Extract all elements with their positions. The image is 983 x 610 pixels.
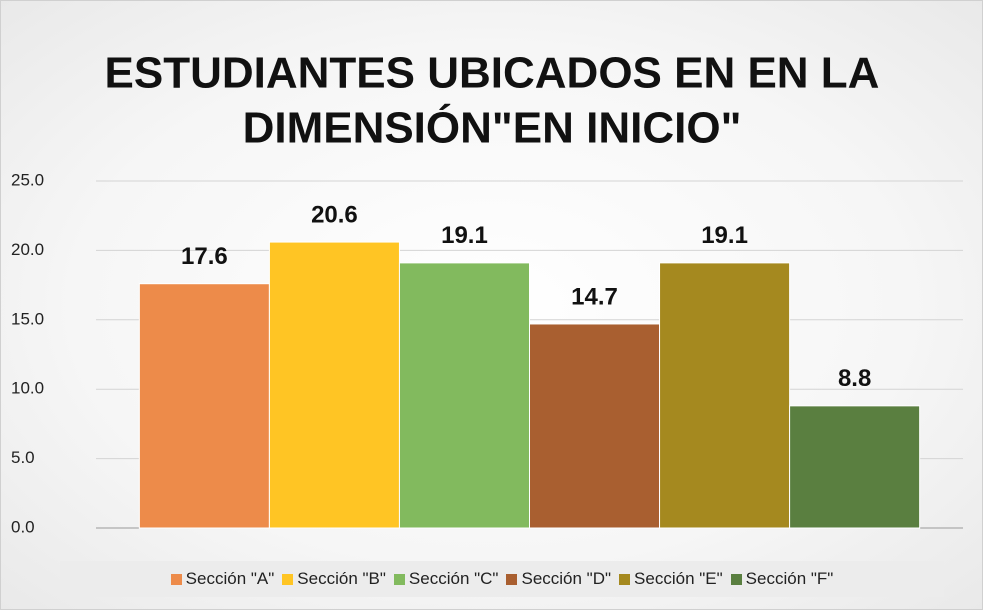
legend-swatch [619, 573, 631, 585]
legend-item: Sección "C" [393, 569, 499, 589]
y-tick-label: 10.0 [11, 379, 44, 398]
legend-label: Sección "F" [745, 569, 834, 588]
legend-label: Sección "E" [634, 569, 723, 588]
data-label: 20.6 [311, 201, 358, 228]
bar [659, 262, 791, 529]
y-tick-label: 0.0 [11, 517, 35, 536]
legend-swatch [393, 573, 405, 585]
legend-label: Sección "D" [521, 569, 612, 588]
y-tick-label: 5.0 [11, 448, 35, 467]
chart-title: DIMENSIÓN"EN INICIO" [243, 103, 742, 153]
y-tick-label: 15.0 [11, 309, 44, 328]
y-tick-label: 25.0 [11, 170, 44, 189]
legend-item: Sección "F" [730, 569, 834, 589]
legend-label: Sección "C" [408, 569, 499, 588]
legend-swatch [506, 573, 518, 585]
legend-item: Sección "D" [506, 569, 611, 589]
legend-item: Sección "A" [170, 569, 275, 589]
legend-swatch [282, 573, 294, 585]
bar [268, 241, 400, 529]
bar [529, 323, 661, 529]
data-label: 14.7 [571, 283, 618, 310]
legend: Sección "A" Sección "B" Sección "C" Sección… [60, 561, 944, 597]
data-label: 19.1 [701, 222, 748, 249]
y-tick-label: 20.0 [11, 240, 44, 259]
bar [398, 262, 531, 529]
chart-title: ESTUDIANTES UBICADOS EN EN LA [105, 49, 880, 98]
legend-swatch [730, 573, 742, 585]
data-label: 19.1 [441, 222, 488, 249]
legend-item: Sección "B" [282, 569, 386, 589]
legend-swatch [170, 573, 182, 585]
bar [138, 283, 270, 529]
data-label: 8.8 [838, 365, 871, 392]
legend-item: Sección "E" [619, 569, 723, 589]
data-label: 17.6 [181, 243, 228, 270]
legend-label: Sección "A" [185, 569, 275, 588]
legend-label: Sección "B" [297, 569, 386, 588]
bar [789, 405, 921, 529]
